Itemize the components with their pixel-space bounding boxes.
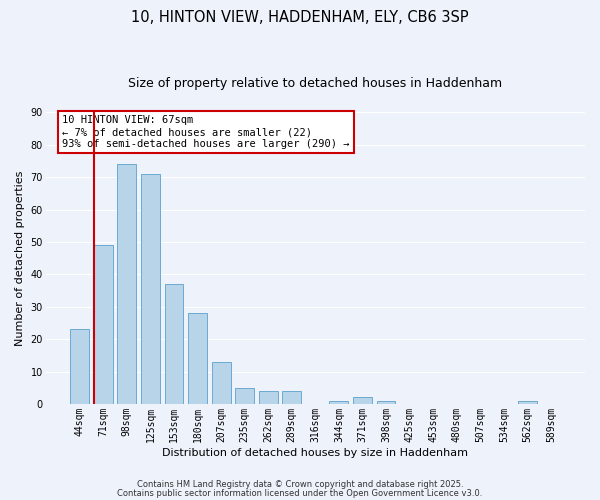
Bar	[259, 391, 278, 404]
Bar	[353, 398, 372, 404]
Bar	[235, 388, 254, 404]
X-axis label: Distribution of detached houses by size in Haddenham: Distribution of detached houses by size …	[163, 448, 469, 458]
Text: Contains public sector information licensed under the Open Government Licence v3: Contains public sector information licen…	[118, 488, 482, 498]
Text: Contains HM Land Registry data © Crown copyright and database right 2025.: Contains HM Land Registry data © Crown c…	[137, 480, 463, 489]
Bar	[212, 362, 230, 404]
Y-axis label: Number of detached properties: Number of detached properties	[15, 170, 25, 346]
Bar	[118, 164, 136, 404]
Bar	[164, 284, 184, 404]
Text: 10 HINTON VIEW: 67sqm
← 7% of detached houses are smaller (22)
93% of semi-detac: 10 HINTON VIEW: 67sqm ← 7% of detached h…	[62, 116, 349, 148]
Bar	[94, 246, 113, 404]
Bar	[188, 314, 207, 404]
Bar	[283, 391, 301, 404]
Bar	[377, 400, 395, 404]
Text: 10, HINTON VIEW, HADDENHAM, ELY, CB6 3SP: 10, HINTON VIEW, HADDENHAM, ELY, CB6 3SP	[131, 10, 469, 25]
Bar	[329, 400, 349, 404]
Bar	[70, 330, 89, 404]
Title: Size of property relative to detached houses in Haddenham: Size of property relative to detached ho…	[128, 78, 502, 90]
Bar	[518, 400, 537, 404]
Bar	[141, 174, 160, 404]
